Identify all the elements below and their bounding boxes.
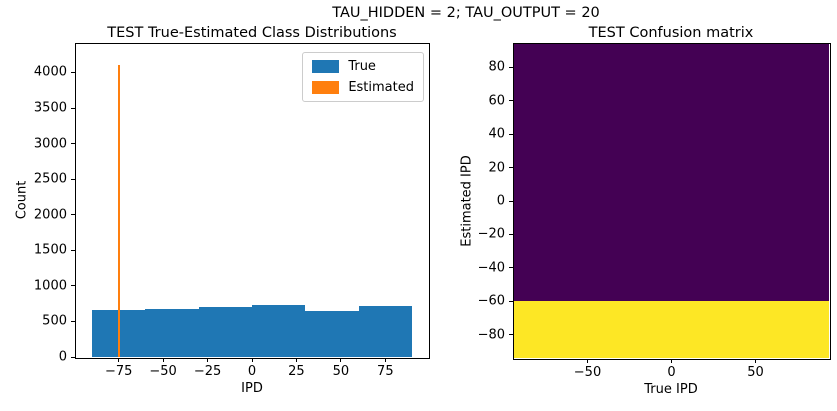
x-tick-label: 50: [332, 364, 350, 379]
y-tick-mark: [509, 334, 513, 336]
y-tick-mark: [71, 249, 75, 251]
x-tick-mark: [118, 358, 120, 362]
heatmap-region-high: [514, 301, 829, 358]
y-tick-mark: [509, 167, 513, 168]
x-tick-label: 75: [377, 364, 394, 379]
x-tick-label: −50: [149, 364, 177, 379]
histogram-bar-true: [252, 305, 306, 357]
y-tick-label: 40: [488, 126, 505, 142]
legend-entry-true: True: [312, 59, 414, 74]
histogram-bar-true: [198, 307, 252, 357]
x-tick-mark: [251, 358, 253, 362]
y-tick-label: −60: [477, 293, 505, 309]
y-tick-mark: [509, 133, 513, 135]
x-tick-mark: [340, 358, 342, 362]
y-tick-mark: [71, 143, 75, 145]
y-tick-label: 2500: [33, 171, 67, 187]
y-tick-label: 0: [58, 349, 67, 365]
x-tick-mark: [587, 359, 588, 363]
y-tick-label: 0: [496, 193, 505, 209]
y-tick-label: 80: [488, 59, 505, 75]
x-tick-label: −75: [104, 364, 133, 379]
legend: True Estimated: [302, 52, 424, 102]
y-tick-label: 2000: [33, 207, 67, 223]
heatmap-region-low: [514, 44, 829, 302]
y-tick-label: 500: [42, 313, 67, 329]
legend-swatch-true: [312, 60, 340, 73]
y-tick-label: 1500: [33, 242, 67, 258]
y-tick-mark: [71, 178, 75, 180]
x-tick-label: 0: [667, 365, 676, 380]
legend-entry-estimated: Estimated: [312, 80, 414, 95]
x-tick-mark: [755, 359, 756, 363]
histogram-bar-true: [358, 306, 412, 357]
y-tick-mark: [71, 214, 75, 216]
y-tick-label: 20: [488, 160, 505, 175]
legend-label-true: True: [348, 59, 376, 74]
y-tick-label: −20: [477, 226, 505, 242]
confusion-matrix-plot-area: [514, 44, 829, 358]
y-tick-mark: [71, 107, 75, 109]
histogram-ylabel: Count: [14, 180, 30, 220]
x-tick-label: −25: [193, 364, 222, 379]
confusion-matrix-title: TEST Confusion matrix: [588, 25, 754, 41]
histogram-xlabel: IPD: [241, 381, 263, 396]
y-tick-mark: [509, 300, 513, 302]
x-tick-mark: [295, 358, 297, 362]
y-tick-label: 3500: [33, 100, 67, 116]
x-tick-mark: [207, 358, 209, 362]
histogram-title: TEST True-Estimated Class Distributions: [107, 25, 397, 41]
y-tick-label: 1000: [33, 278, 67, 294]
y-tick-mark: [71, 320, 75, 322]
confusion-matrix-ylabel: Estimated IPD: [459, 155, 475, 247]
y-tick-mark: [509, 100, 513, 102]
histogram-bar-estimated: [117, 65, 120, 357]
y-tick-mark: [509, 66, 513, 68]
legend-label-estimated: Estimated: [348, 80, 414, 95]
confusion-matrix-xlabel: True IPD: [644, 382, 698, 397]
x-tick-label: 25: [288, 364, 305, 379]
y-tick-mark: [509, 200, 513, 202]
y-tick-mark: [71, 356, 75, 358]
legend-swatch-estimated: [312, 81, 340, 94]
y-tick-mark: [509, 267, 513, 269]
y-tick-mark: [71, 285, 75, 287]
x-tick-mark: [671, 359, 672, 363]
x-tick-label: 50: [747, 365, 764, 380]
histogram-bar-true: [305, 310, 359, 357]
x-tick-label: 0: [247, 364, 257, 379]
histogram-plot-area: True Estimated: [76, 44, 428, 357]
y-tick-label: 4000: [33, 64, 67, 80]
y-tick-label: −80: [477, 327, 505, 343]
y-tick-label: −40: [477, 260, 505, 276]
y-tick-mark: [509, 233, 513, 235]
y-tick-label: 60: [488, 93, 505, 109]
y-tick-label: 3000: [33, 136, 67, 152]
x-tick-label: −50: [573, 365, 602, 380]
histogram-bar-true: [145, 308, 199, 357]
figure-suptitle: TAU_HIDDEN = 2; TAU_OUTPUT = 20: [332, 5, 600, 21]
y-tick-mark: [71, 71, 75, 73]
x-tick-mark: [162, 358, 164, 362]
x-tick-mark: [384, 358, 386, 362]
